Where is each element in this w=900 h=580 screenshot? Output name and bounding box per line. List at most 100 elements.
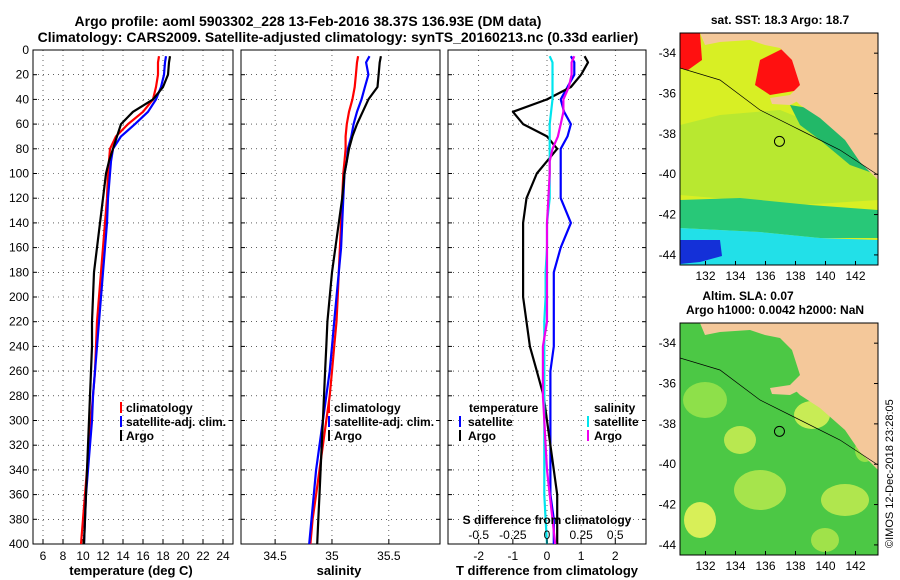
- legend-t-satellite: satellite: [468, 415, 513, 429]
- salinity-xlabel: salinity: [317, 563, 363, 578]
- sst-map-frame: [679, 32, 879, 266]
- depth-tick-label: 400: [9, 537, 29, 551]
- depth-tick-label: 240: [9, 339, 29, 353]
- depth-tick-label: 300: [9, 414, 29, 428]
- t-difference-xlabel: T difference from climatology: [456, 563, 639, 578]
- map-y-tick-label: -40: [659, 457, 677, 471]
- map-x-tick-label: 134: [725, 269, 745, 283]
- depth-tick-label: 360: [9, 488, 29, 502]
- sla-anomaly-1: [683, 382, 727, 418]
- x-tick-label: 14: [116, 549, 130, 563]
- sst-field-coastal-green: [790, 105, 878, 175]
- temperature-legend-satellite: satellite-adj. clim.: [126, 415, 226, 429]
- sst-argo-marker: [773, 135, 785, 147]
- depth-tick-labels: 0 20 40 60 80 100 120 140 160 180 200 220 240 260 280 3…: [9, 43, 29, 551]
- difference-legend: temperature satellite Argo salinity sate…: [459, 401, 639, 443]
- salinity-series: [308, 55, 382, 545]
- map-y-tick-label: -42: [659, 208, 677, 222]
- salinity-legend: climatology satellite-adj. clim. Argo: [328, 401, 434, 443]
- depth-tick-label: 220: [9, 315, 29, 329]
- x-tick-label: -2: [473, 549, 484, 563]
- temperature-grid: [33, 50, 233, 544]
- depth-tick-label: 100: [9, 167, 29, 181]
- temperature-legend: climatology satellite-adj. clim. Argo: [120, 401, 226, 443]
- sst-land: [700, 33, 878, 180]
- map-x-tick-label: 142: [845, 559, 865, 573]
- difference-ticks: -2 -1 0 1 2 -0.5 -0.25 0 0.25 0.5: [448, 49, 646, 563]
- sla-anomaly-4: [734, 470, 786, 510]
- x-tick-label: 0: [544, 549, 551, 563]
- depth-tick-label: 40: [16, 92, 30, 106]
- x-tick-label: 12: [96, 549, 110, 563]
- sst-map-title: sat. SST: 18.3 Argo: 18.7: [711, 13, 850, 27]
- legend-salinity-title: salinity: [594, 401, 636, 415]
- sla-map-title-line2: Argo h1000: 0.0042 h2000: NaN: [686, 303, 864, 317]
- depth-tick-label: 60: [16, 117, 30, 131]
- temperature-legend-climatology: climatology: [126, 401, 193, 415]
- map-x-tick-label: 142: [845, 269, 865, 283]
- depth-tick-label: 280: [9, 389, 29, 403]
- sla-land: [700, 323, 878, 470]
- sla-map-ticks: 132 134 136 138 140 142 -34 -36 -38 -40 -42 -44: [659, 336, 878, 573]
- salinity-grid: [241, 50, 440, 544]
- s-difference-xlabel: S difference from climatology: [463, 513, 632, 527]
- salinity-axes-box: [240, 49, 441, 545]
- legend-t-argo: Argo: [468, 429, 496, 443]
- map-x-tick-label: 132: [695, 269, 715, 283]
- depth-tick-label: 120: [9, 191, 29, 205]
- map-x-tick-label: 136: [755, 269, 775, 283]
- sla-anomaly-6: [684, 502, 716, 538]
- sla-anomaly-5: [821, 484, 869, 516]
- x-tick-label: 20: [176, 549, 190, 563]
- depth-tick-label: 160: [9, 241, 29, 255]
- s-diff-tick-label: -0.5: [468, 528, 489, 542]
- depth-tick-label: 80: [16, 142, 30, 156]
- depth-tick-label: 20: [16, 68, 30, 82]
- legend-temperature-title: temperature: [469, 401, 539, 415]
- sla-map-title-line1: Altim. SLA: 0.07: [702, 289, 794, 303]
- legend-s-satellite: satellite: [594, 415, 639, 429]
- depth-tick-label: 200: [9, 290, 29, 304]
- x-tick-label: 34.5: [263, 549, 287, 563]
- map-y-tick-label: -36: [659, 377, 677, 391]
- map-x-tick-label: 132: [695, 559, 715, 573]
- sst-field-blue-patch: [680, 240, 722, 264]
- sla-argo-marker: [773, 425, 785, 437]
- difference-grid: [448, 50, 646, 544]
- sst-map: sat. SST: 18.3 Argo: 18.7 132 134 136 138 14…: [659, 13, 879, 283]
- x-tick-label: 22: [196, 549, 210, 563]
- x-tick-label: 35.5: [377, 549, 401, 563]
- sst-field-green-band: [680, 198, 878, 238]
- sla-map-frame: [679, 322, 879, 556]
- salinity-legend-argo: Argo: [334, 429, 362, 443]
- series-line-t-argo: [511, 55, 590, 544]
- map-y-tick-label: -38: [659, 127, 677, 141]
- x-tick-label: 24: [216, 549, 230, 563]
- s-diff-tick-label: 0: [544, 528, 551, 542]
- x-tick-label: 8: [60, 549, 67, 563]
- sst-shelf-contour: [680, 67, 878, 176]
- s-diff-tick-label: 0.5: [607, 528, 624, 542]
- depth-tick-label: 380: [9, 512, 29, 526]
- s-diff-tick-label: 0.25: [569, 528, 593, 542]
- depth-tick-label: 340: [9, 463, 29, 477]
- sst-map-ticks: 132 134 136 138 140 142 -34 -36 -38 -40 -42 -44: [659, 46, 878, 283]
- map-x-tick-label: 134: [725, 559, 745, 573]
- series-line-argo: [82, 56, 172, 545]
- x-tick-label: 1: [578, 549, 585, 563]
- series-line-climatology: [309, 56, 360, 545]
- legend-s-argo: Argo: [594, 429, 622, 443]
- difference-series: [511, 55, 590, 545]
- imos-watermark: ©IMOS 12-Dec-2018 23:28:05: [884, 399, 896, 548]
- sla-anomaly-7: [811, 528, 839, 552]
- sst-kangaroo-island: [770, 95, 800, 105]
- difference-panel: -2 -1 0 1 2 -0.5 -0.25 0 0.25 0.5 S difference fr…: [447, 49, 647, 578]
- figure-title-line2: Climatology: CARS2009. Satellite-adjuste…: [38, 29, 639, 45]
- depth-tick-label: 260: [9, 364, 29, 378]
- map-x-tick-label: 136: [755, 559, 775, 573]
- temperature-xlabel: temperature (deg C): [69, 563, 193, 578]
- map-y-tick-label: -36: [659, 87, 677, 101]
- map-y-tick-label: -34: [659, 46, 677, 60]
- series-line-satellite-adj-clim-: [308, 55, 371, 545]
